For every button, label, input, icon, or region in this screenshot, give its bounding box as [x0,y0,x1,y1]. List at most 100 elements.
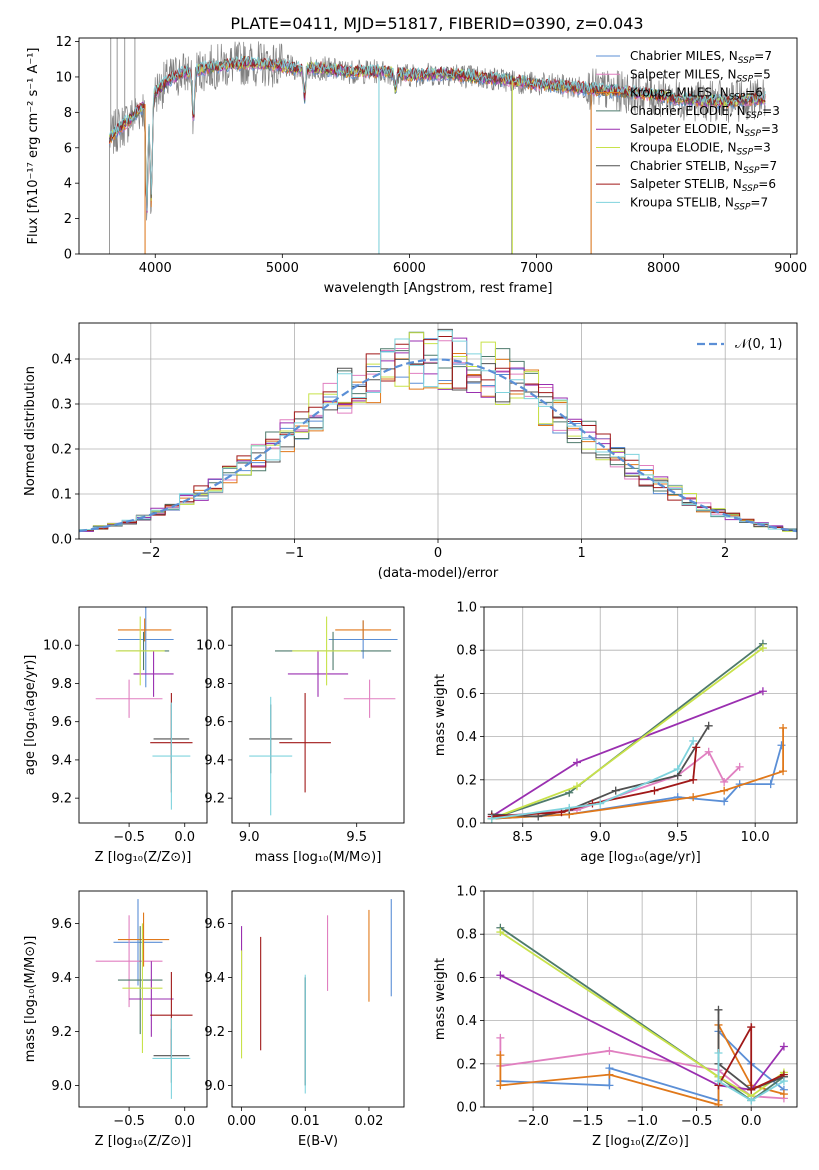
y-tick-label: 9.2 [204,1025,225,1040]
legend-entry: Kroupa ELODIE, NSSP=3 [630,141,771,158]
x-axis-label: age [log₁₀(age/yr)] [580,850,701,865]
y-tick-label: 9.4 [51,753,72,768]
weight-point [596,799,605,808]
x-tick-label: −0.5 [113,1114,145,1129]
weight-point [673,765,682,773]
axes-frame [78,37,798,255]
panel-age_vs_mass: 9.0 9.5 9.2 9.4 9.6 9.8 10.0 mass [log₁₀(M/M⊙)] [196,606,405,865]
plot-area [249,616,398,816]
weight-series-line [491,744,783,820]
weight-point [487,814,496,823]
x-axis-label: Z [log₁₀(Z/Z⊙)] [592,1134,689,1149]
plot-area [241,899,392,1094]
weight-point [496,1051,505,1060]
x-tick-label: 0 [434,546,442,561]
normal-curve [79,358,797,533]
weight-point [565,803,574,812]
y-tick-label: 9.0 [204,1079,225,1094]
x-tick-label: 10.0 [741,830,770,845]
legend-count: =7 [754,49,772,63]
y-tick-label: 9.4 [204,971,225,986]
legend-subscript: SSP [743,166,760,176]
legend-count: =6 [758,177,776,191]
x-tick-label: −0.5 [113,830,145,845]
weight-point [758,687,767,696]
y-tick-label: 0.3 [51,398,72,413]
plots-layer: 4000 5000 6000 7000 8000 9000024681012wavelen… [23,35,807,1149]
weight-point [779,1077,788,1086]
panel-weight_vs_Z: −2.0 −1.5 −1.0 −0.5 0.0 0.0 0.2 0.4 0.6 0.8 1.0 Z [… [433,885,798,1149]
x-tick-label: 0.02 [354,1114,383,1129]
weight-point [605,1070,614,1079]
legend-label: Chabrier STELIB, N [630,159,743,173]
weight-point [689,736,698,745]
weight-series-line [717,1009,785,1091]
y-axis-label: mass weight [433,674,448,756]
weight-point [605,1046,614,1055]
axes-frame [483,606,798,824]
y-tick-label: 9.2 [204,792,225,807]
panel-residuals: −2 −1 0 1 2 0.0 0.1 0.2 0.3 0.4 (data-model)/error… [23,322,798,581]
axes-frame [483,890,798,1108]
axes-frame [78,606,208,824]
weight-point [496,928,505,937]
plot-area [95,607,193,810]
y-tick-label: 0.4 [456,730,477,745]
y-tick-label: 8 [64,106,72,121]
legend-entry: Salpeter MILES, NSSP=5 [630,67,771,84]
y-tick-label: 0.2 [456,1057,477,1072]
weight-point [777,741,786,750]
legend-entry: 𝒩(0, 1) [735,337,782,352]
legend-count: =7 [750,195,768,209]
weight-point [720,777,729,786]
y-tick-label: 1.0 [456,885,477,900]
legend-label: Salpeter STELIB, N [630,177,742,191]
plot-area [109,38,766,254]
legend-count: =3 [762,104,780,118]
weight-point [714,1049,723,1057]
weight-series-line [499,926,785,1102]
y-tick-label: 0.6 [456,687,477,702]
x-tick-label: 9.5 [667,830,688,845]
y-tick-label: 0 [64,248,72,263]
legend-subscript: SSP [738,56,755,66]
panel-weight_vs_age: 8.5 9.0 9.5 10.0 0.0 0.2 0.4 0.6 0.8 1.0 age [log₁… [433,601,798,865]
y-tick-label: 0.8 [456,928,477,943]
weight-point [720,786,729,795]
x-tick-label: 0.0 [174,1114,195,1129]
weight-point [720,797,729,806]
weight-series-line [499,974,785,1091]
y-tick-label: 9.8 [51,677,72,692]
y-tick-label: 9.6 [204,715,225,730]
y-tick-label: 9.6 [204,917,225,932]
panel-age_vs_Z: −0.5 0.0 9.2 9.4 9.6 9.8 10.0 Z [log₁₀(Z/Z⊙)] ag… [23,606,208,865]
x-tick-label: 2 [721,546,729,561]
y-axis-label: mass [log₁₀(M/M⊙)] [23,936,38,1063]
axes-frame [231,890,405,1108]
weight-point [689,793,698,802]
weight-point [572,782,581,791]
weight-point [779,1042,788,1051]
weight-point [747,1096,756,1105]
weight-point [779,767,788,776]
weight-point [714,1077,723,1086]
weight-point [747,1085,756,1094]
weight-point [714,1100,723,1107]
plot-area [79,328,797,533]
weight-point [714,1005,723,1014]
x-tick-label: −0.5 [681,1114,713,1129]
legend-count: =3 [753,141,771,155]
y-tick-label: 9.6 [51,917,72,932]
x-axis-label: E(B-V) [298,1134,338,1149]
x-tick-label: 9.5 [346,830,367,845]
y-axis-label: mass weight [433,958,448,1040]
y-tick-label: 1.0 [456,601,477,616]
weight-point [758,644,767,653]
y-axis-label: Flux [fλ10⁻¹⁷ erg cm⁻² s⁻¹ A⁻¹] [26,48,41,245]
x-tick-label: −1.0 [626,1114,658,1129]
weight-point [766,780,775,789]
axes-frame [78,890,208,1108]
x-tick-label: 4000 [139,261,172,276]
legend-entry: Kroupa STELIB, NSSP=7 [630,195,768,212]
y-tick-label: 6 [64,141,72,156]
